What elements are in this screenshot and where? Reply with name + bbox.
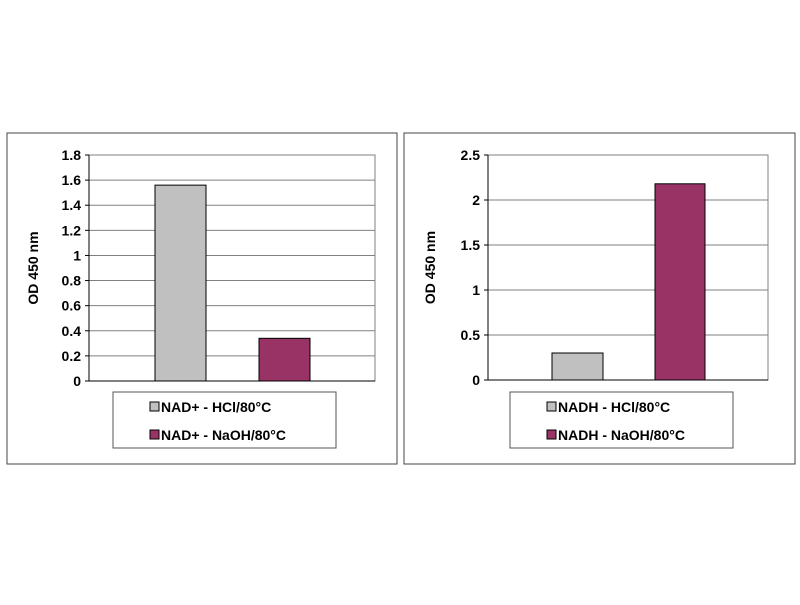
chart-panel-1: 0 0.2 0.4 0.6 0.8 1 1.2 1.4 1.6 1.8 OD 450 nm NAD+ … — [6, 132, 398, 465]
y-tick-label: 0.2 — [62, 348, 82, 364]
bar — [551, 352, 604, 381]
legend: NAD+ - HCl/80°C NAD+ - NaOH/80°C — [112, 391, 337, 449]
plot-area — [88, 154, 376, 382]
y-tick-label: 1 — [73, 247, 81, 263]
y-tick-label: 1.6 — [62, 172, 82, 188]
legend-label: NADH - NaOH/80°C — [558, 427, 685, 443]
legend-swatch — [546, 401, 557, 412]
legend: NADH - HCl/80°C NADH - NaOH/80°C — [509, 391, 734, 449]
y-tick-label: 0 — [472, 372, 480, 388]
legend-label: NAD+ - HCl/80°C — [161, 399, 271, 415]
plot-area — [487, 154, 769, 381]
bar — [154, 184, 207, 382]
y-tick-label: 1 — [472, 282, 480, 298]
legend-swatch — [149, 429, 160, 440]
legend-label: NAD+ - NaOH/80°C — [161, 427, 286, 443]
y-tick-label: 1.2 — [62, 222, 82, 238]
y-tick-label: 0 — [73, 373, 81, 389]
y-tick-label: 2.5 — [461, 147, 481, 163]
y-tick-label: 2 — [472, 192, 480, 208]
y-tick-label: 0.6 — [62, 298, 82, 314]
y-axis-label: OD 450 nm — [25, 231, 41, 304]
y-tick-label: 0.5 — [461, 327, 481, 343]
y-tick-label: 0.4 — [62, 323, 82, 339]
y-tick-label: 1.5 — [461, 237, 481, 253]
y-tick-label: 1.8 — [62, 147, 82, 163]
y-tick-label: 1.4 — [62, 197, 82, 213]
y-tick-label: 0.8 — [62, 273, 82, 289]
bar — [258, 337, 311, 382]
legend-swatch — [546, 429, 557, 440]
legend-label: NADH - HCl/80°C — [558, 399, 670, 415]
legend-swatch — [149, 401, 160, 412]
bar — [654, 183, 706, 381]
y-axis-label: OD 450 nm — [422, 231, 438, 304]
